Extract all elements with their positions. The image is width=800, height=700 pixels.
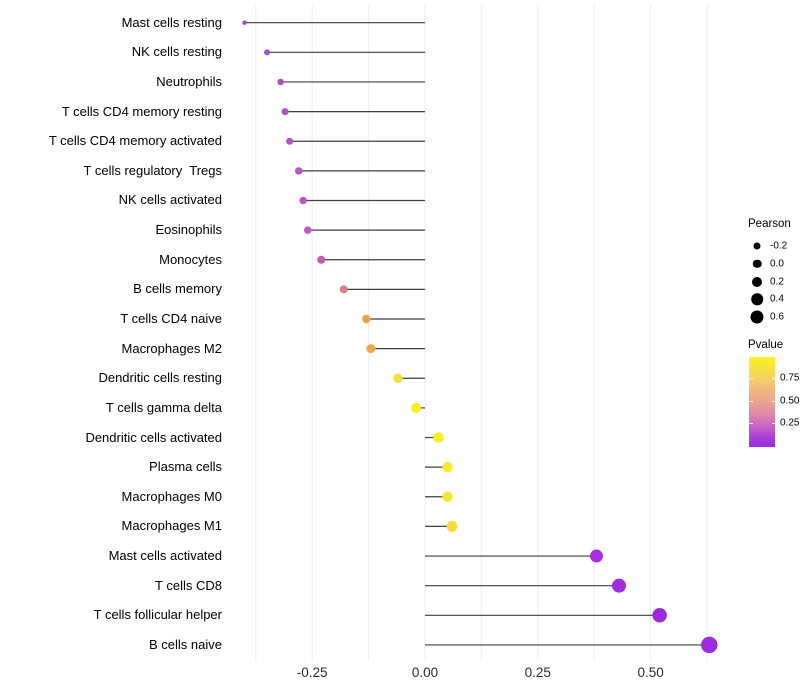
y-axis-label: T cells CD4 naive — [120, 311, 222, 326]
lollipop-point — [701, 636, 718, 654]
legend-size-label: -0.2 — [770, 240, 788, 252]
colorbar-tick-mark — [749, 422, 753, 424]
y-axis-label: T cells regulatory Tregs — [83, 162, 222, 178]
colorbar-tick-label: 0.75 — [780, 372, 800, 384]
lollipop-point — [433, 432, 444, 443]
legend-size-label: 0.2 — [770, 276, 784, 288]
lollipop-point — [442, 461, 453, 473]
lollipop-point — [286, 137, 294, 145]
x-axis-tick-label: 0.50 — [637, 665, 664, 680]
legend-size-entry: 0.6 — [750, 308, 797, 326]
y-axis-label: T cells CD4 memory resting — [61, 103, 222, 119]
lollipop-point — [242, 20, 247, 25]
x-axis-tick-label: -0.25 — [296, 665, 328, 680]
colorbar-tick-mark — [749, 401, 753, 402]
y-axis-label: Neutrophils — [156, 73, 222, 89]
colorbar-tick-label: 0.25 — [780, 417, 800, 429]
legend-size-entry: 0.2 — [752, 273, 797, 291]
legend-size-entry: 0.0 — [752, 255, 797, 273]
legend-size-entry: -0.2 — [753, 237, 797, 255]
lollipop-point — [362, 314, 371, 324]
colorbar-tick-mark — [772, 377, 776, 379]
colorbar-tick-label: 0.50 — [780, 395, 800, 407]
legend-size-label: 0.6 — [770, 311, 784, 323]
lollipop-point — [589, 549, 603, 563]
legend-size-dot-icon — [750, 310, 764, 324]
y-axis-label: Plasma cells — [149, 459, 222, 475]
legend-pvalue-title: Pvalue — [748, 339, 784, 351]
y-axis-label: NK cells resting — [131, 44, 222, 60]
lollipop-point — [339, 285, 348, 294]
y-axis-label: T cells gamma delta — [105, 399, 222, 415]
x-axis-tick-label: 0.25 — [524, 665, 551, 680]
y-axis-label: Mast cells resting — [121, 14, 222, 30]
y-axis-label: B cells memory — [133, 281, 222, 297]
y-axis-label: Monocytes — [159, 251, 222, 267]
legend-size-label: 0.4 — [770, 293, 784, 305]
y-axis-label: Dendritic cells activated — [85, 429, 222, 445]
lollipop-point — [612, 578, 627, 593]
y-axis-label: T cells CD4 memory activated — [48, 133, 222, 149]
colorbar-tick-mark — [749, 377, 753, 379]
y-axis-label: Macrophages M0 — [121, 488, 222, 504]
lollipop-point — [281, 108, 289, 116]
lollipop-point — [652, 608, 667, 623]
lollipop-point — [299, 196, 307, 205]
legend-pearson-title: Pearson — [748, 218, 791, 230]
colorbar-tick-mark — [772, 422, 776, 424]
legend-size-dot-icon — [752, 259, 762, 269]
lollipop-point — [264, 49, 271, 56]
y-axis-label: Macrophages M1 — [121, 518, 222, 534]
y-axis-label: T cells CD8 — [155, 577, 222, 593]
legend-pvalue: Pvalue 0.75 0.50 0.25 — [748, 339, 800, 459]
lollipop-point — [410, 402, 421, 413]
y-axis-label: Eosinophils — [155, 222, 223, 238]
lollipop-point — [317, 255, 326, 264]
y-axis-label: B cells naive — [149, 636, 222, 652]
x-axis-tick-label: 0.00 — [411, 665, 439, 680]
lollipop-point — [393, 373, 403, 384]
legend-size-dot-icon — [751, 293, 763, 306]
legend-size-dot-icon — [752, 276, 762, 287]
lollipop-point — [294, 167, 303, 175]
y-axis-label: NK cells activated — [118, 192, 222, 208]
lollipop-point — [446, 520, 458, 532]
lollipop-point — [366, 344, 376, 354]
y-axis-label: Mast cells activated — [108, 548, 222, 564]
y-axis-label: T cells follicular helper — [93, 607, 222, 623]
legend-size-entry: 0.4 — [751, 290, 797, 308]
y-axis-label: Dendritic cells resting — [98, 370, 222, 386]
pvalue-colorbar — [749, 357, 775, 447]
lollipop-point — [277, 78, 284, 86]
y-axis-label: Macrophages M2 — [121, 340, 222, 356]
legend-size-label: 0.0 — [770, 258, 784, 270]
lollipop-point — [303, 226, 312, 234]
lollipop-point — [442, 491, 453, 503]
legend-size-dot-icon — [753, 242, 761, 250]
legend-pearson: Pearson -0.2 0.0 0.2 0.4 0.6 — [748, 218, 800, 328]
colorbar-tick-mark — [772, 401, 776, 402]
